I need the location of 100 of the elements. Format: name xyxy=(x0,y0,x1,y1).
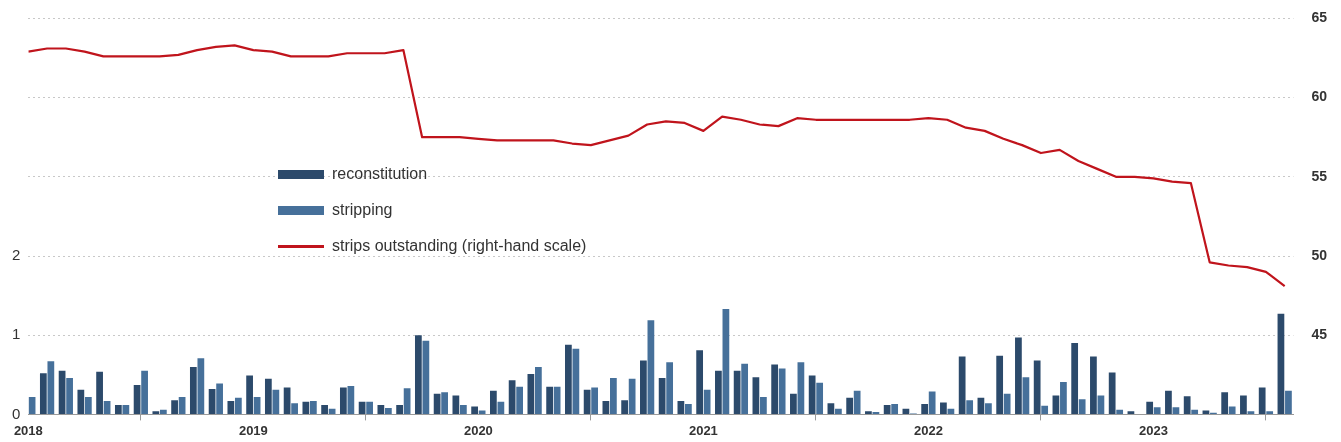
bar xyxy=(384,408,392,414)
bar xyxy=(1108,372,1116,414)
bar xyxy=(1097,395,1105,414)
bar xyxy=(1015,337,1022,414)
bar xyxy=(666,362,674,414)
bar xyxy=(966,400,974,414)
bar xyxy=(1071,343,1079,414)
bar xyxy=(685,404,692,414)
y-tick-label: 1 xyxy=(12,325,21,343)
bar xyxy=(47,361,55,414)
bar xyxy=(827,403,835,414)
bar xyxy=(1090,356,1097,414)
bar xyxy=(114,404,122,414)
x-tick-label: 2018 xyxy=(13,422,43,438)
y2-tick-label: 60 xyxy=(1311,88,1328,105)
bar xyxy=(508,380,516,414)
bar xyxy=(1258,387,1266,414)
bar xyxy=(640,360,647,414)
bar xyxy=(696,350,704,414)
bar xyxy=(291,403,298,414)
y-tick-label: 0 xyxy=(12,404,21,422)
x-tick-label: 2019 xyxy=(238,422,268,438)
bar xyxy=(246,375,253,414)
bar xyxy=(921,404,929,414)
bar xyxy=(1022,377,1030,414)
x-tick-label: 2020 xyxy=(463,422,493,438)
bar xyxy=(1183,396,1191,414)
bar xyxy=(808,375,816,414)
bar xyxy=(497,401,505,414)
bar xyxy=(171,400,178,414)
bar xyxy=(339,387,347,414)
bar xyxy=(347,385,355,414)
bar xyxy=(610,377,617,414)
bar xyxy=(928,391,936,414)
y2-tick-label: 65 xyxy=(1311,9,1328,26)
bar xyxy=(715,370,722,414)
y2-tick-label: 45 xyxy=(1311,326,1328,343)
bar xyxy=(460,404,467,414)
y-tick-label: 2 xyxy=(12,246,21,264)
bar xyxy=(891,404,899,414)
bar xyxy=(234,397,242,414)
bar xyxy=(1172,407,1180,414)
bar xyxy=(741,363,749,414)
bar xyxy=(227,400,235,414)
bar xyxy=(733,370,741,414)
bar xyxy=(1165,390,1172,414)
x-tick-label: 2021 xyxy=(688,422,718,438)
bar xyxy=(752,377,760,414)
bar xyxy=(816,382,824,414)
bar xyxy=(414,335,422,414)
bar xyxy=(1285,390,1292,414)
bar xyxy=(1221,392,1229,414)
bar xyxy=(471,406,478,414)
bar xyxy=(366,401,373,414)
bar xyxy=(703,389,711,414)
bar xyxy=(760,396,767,414)
bar xyxy=(441,392,448,414)
bar xyxy=(985,403,992,414)
bar xyxy=(1052,395,1060,414)
legend-label: reconstitution xyxy=(332,165,428,183)
bar xyxy=(189,366,197,414)
bar xyxy=(1266,411,1274,414)
bar xyxy=(1041,405,1049,414)
bar xyxy=(1116,409,1124,414)
bar xyxy=(771,364,779,414)
bar xyxy=(790,393,797,414)
bar xyxy=(835,408,842,414)
bar xyxy=(478,410,486,414)
bar xyxy=(39,373,47,414)
bar xyxy=(216,383,223,414)
bar xyxy=(403,388,411,414)
bar xyxy=(152,411,160,414)
bar xyxy=(1146,401,1154,414)
bar xyxy=(264,378,272,414)
bar xyxy=(1247,411,1255,414)
bar xyxy=(321,404,328,414)
bar xyxy=(778,368,786,414)
bar xyxy=(628,378,636,414)
x-tick-label: 2023 xyxy=(1138,422,1168,438)
bar xyxy=(883,404,891,414)
bar xyxy=(141,370,148,414)
y2-tick-label: 55 xyxy=(1311,167,1328,184)
bar xyxy=(197,358,205,414)
bar xyxy=(77,389,85,414)
bar xyxy=(621,400,629,414)
bar xyxy=(853,390,861,414)
bar xyxy=(452,395,460,414)
bar xyxy=(535,366,542,414)
bar xyxy=(66,377,73,414)
bar xyxy=(159,409,167,414)
bar xyxy=(1078,399,1086,414)
bar xyxy=(302,401,310,414)
bar xyxy=(422,340,430,414)
bar xyxy=(553,386,561,414)
legend-label: stripping xyxy=(332,201,393,219)
x-tick-label: 2022 xyxy=(913,422,943,438)
bar xyxy=(490,390,497,414)
bar xyxy=(865,411,872,414)
bar xyxy=(1003,393,1011,414)
bar xyxy=(309,400,317,414)
